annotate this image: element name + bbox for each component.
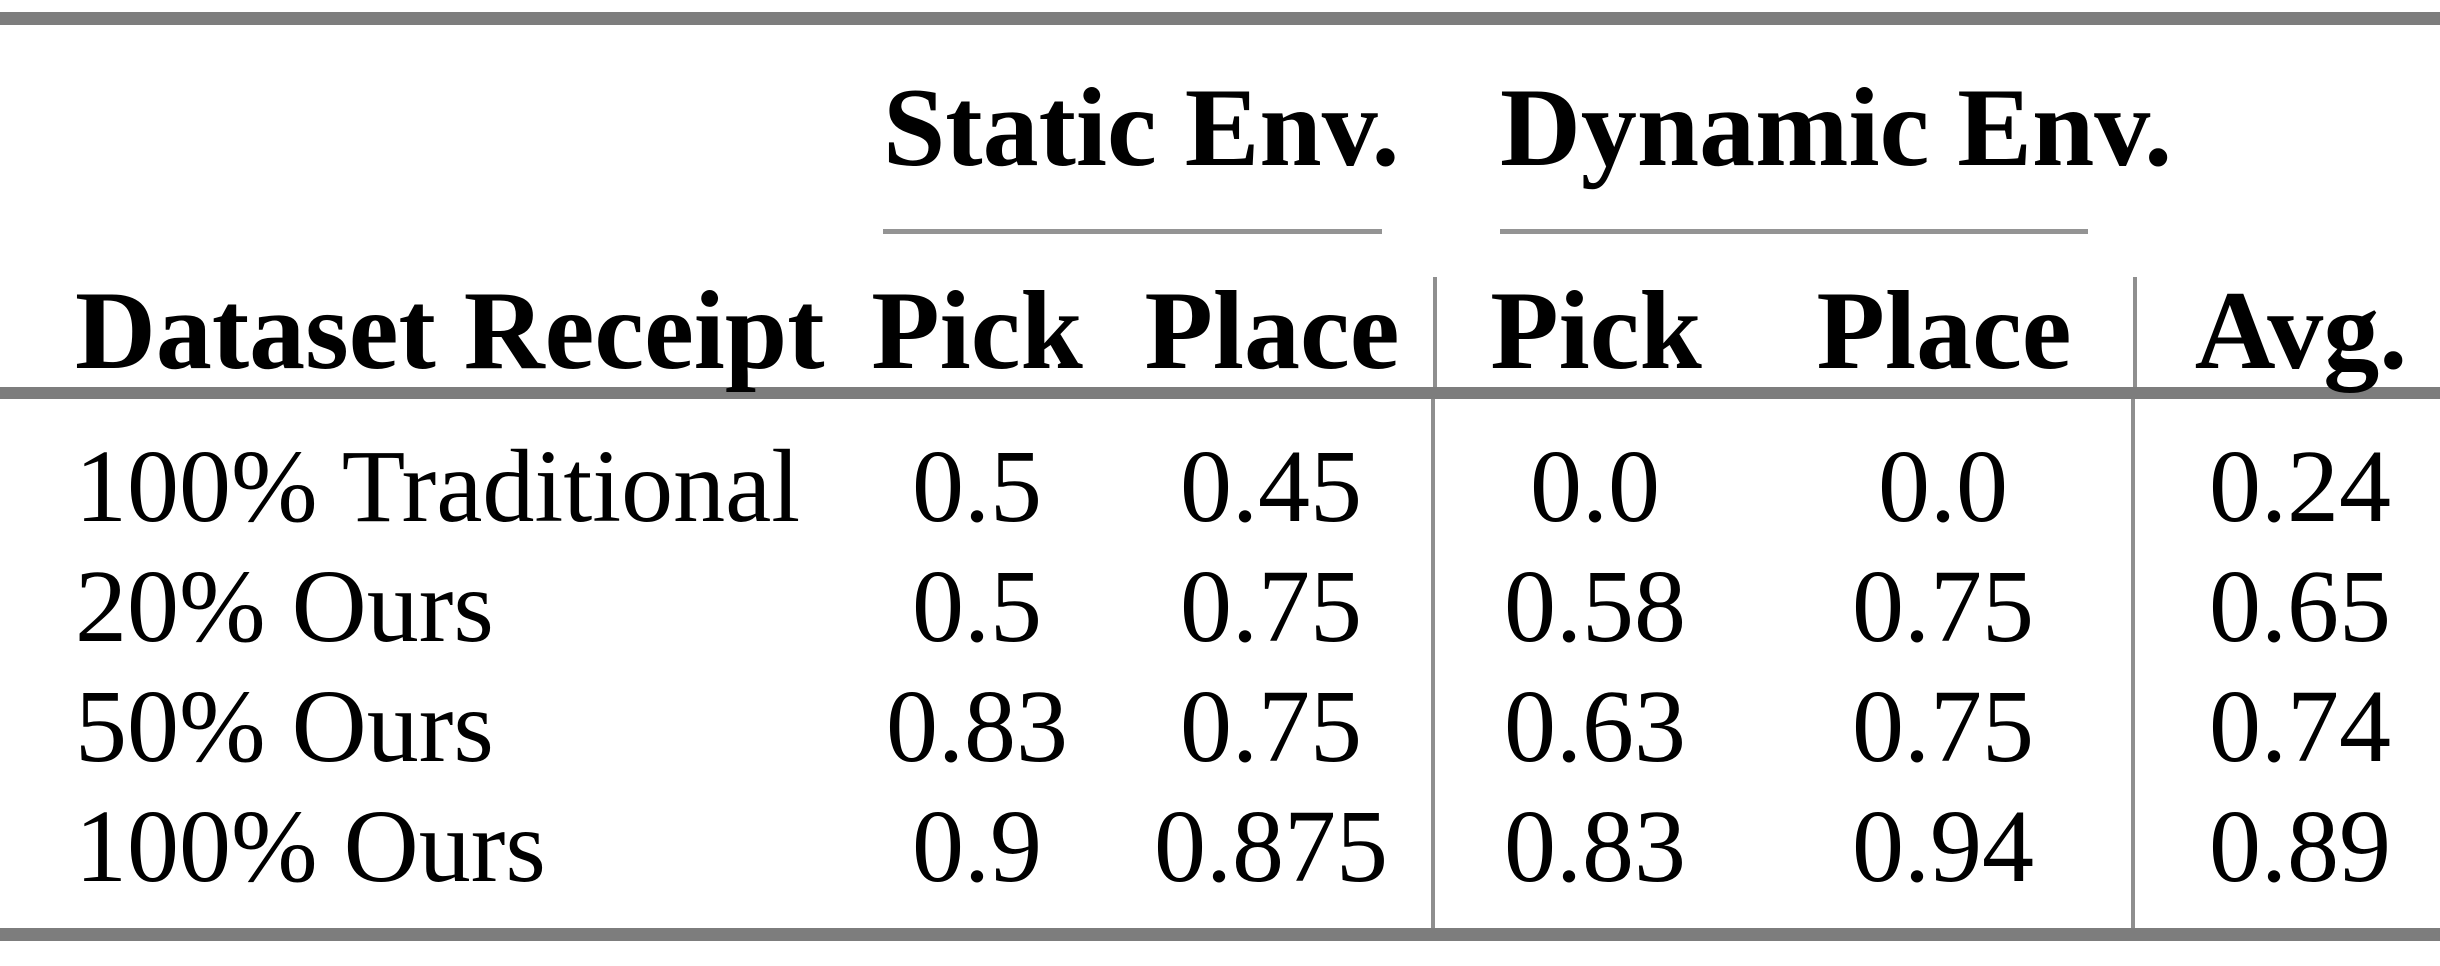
column-group-static-env-label: Static Env. — [883, 66, 1400, 190]
header-cell-static-place: Place — [1071, 234, 1433, 387]
value-static-pick: 0.9 — [912, 789, 1042, 904]
header-dynamic-pick-label: Pick — [1433, 275, 1755, 387]
value-static-pick: 0.83 — [886, 669, 1068, 784]
header-static-pick-label: Pick — [871, 269, 1083, 393]
column-header-row: Dataset Receipt Pick Place Pick Place Av… — [0, 234, 2440, 387]
row-label: 100% Traditional — [75, 429, 801, 544]
value-dynamic-place: 0.75 — [1852, 669, 2034, 784]
header-cell-dataset-receipt: Dataset Receipt — [0, 234, 883, 387]
table-bottom-rule — [0, 928, 2440, 941]
value-dynamic-pick: 0.0 — [1431, 427, 1755, 547]
header-dynamic-place-label: Place — [1816, 269, 2072, 393]
table-row: 50% Ours 0.83 0.75 0.63 0.75 0.74 — [0, 667, 2440, 787]
header-dataset-receipt-label: Dataset Receipt — [75, 269, 825, 393]
value-static-place: 0.75 — [1180, 549, 1362, 664]
cmidrule-dynamic — [1500, 229, 2089, 234]
header-cell-avg: Avg. — [2133, 234, 2440, 387]
value-avg: 0.65 — [2131, 547, 2440, 667]
value-static-pick: 0.5 — [912, 549, 1042, 664]
header-cell-dynamic-place: Place — [1755, 234, 2133, 387]
value-avg: 0.24 — [2131, 427, 2440, 547]
row-label: 20% Ours — [75, 549, 494, 664]
value-dynamic-pick: 0.63 — [1431, 667, 1755, 787]
cmidrule-static — [883, 229, 1382, 234]
value-dynamic-pick: 0.58 — [1431, 547, 1755, 667]
group-cell-static: Static Env. — [883, 25, 1433, 234]
results-table: Static Env. Dynamic Env. Dataset Receipt… — [0, 25, 2440, 928]
table-row: 100% Traditional 0.5 0.45 0.0 0.0 0.24 — [0, 427, 2440, 547]
value-avg: 0.74 — [2131, 667, 2440, 787]
table-row: 100% Ours 0.9 0.875 0.83 0.94 0.89 — [0, 787, 2440, 907]
table-row: 20% Ours 0.5 0.75 0.58 0.75 0.65 — [0, 547, 2440, 667]
value-static-place: 0.875 — [1154, 789, 1388, 904]
value-dynamic-place: 0.75 — [1852, 549, 2034, 664]
group-cell-dynamic: Dynamic Env. — [1433, 25, 2173, 234]
value-static-place: 0.45 — [1180, 429, 1362, 544]
group-header-row: Static Env. Dynamic Env. — [0, 25, 2440, 234]
value-dynamic-place: 0.94 — [1852, 789, 2034, 904]
row-label: 50% Ours — [75, 669, 494, 784]
group-header-spacer — [0, 25, 883, 234]
table-mid-rule — [0, 387, 2440, 399]
column-group-dynamic-env-label: Dynamic Env. — [1500, 66, 2173, 190]
header-avg-label: Avg. — [2133, 275, 2440, 387]
value-static-pick: 0.5 — [912, 429, 1042, 544]
group-header-spacer-right — [2133, 25, 2440, 234]
value-static-place: 0.75 — [1180, 669, 1362, 784]
value-avg: 0.89 — [2131, 787, 2440, 907]
body-top-spacer-row — [0, 399, 2440, 427]
table-top-rule — [0, 12, 2440, 25]
row-label: 100% Ours — [75, 789, 546, 904]
body-bottom-spacer-row — [0, 907, 2440, 928]
value-dynamic-pick: 0.83 — [1431, 787, 1755, 907]
header-static-place-label: Place — [1144, 269, 1400, 393]
header-cell-dynamic-pick: Pick — [1433, 234, 1755, 387]
mid-rule-row — [0, 387, 2440, 399]
header-cell-static-pick: Pick — [871, 234, 1083, 393]
value-dynamic-place: 0.0 — [1878, 429, 2008, 544]
